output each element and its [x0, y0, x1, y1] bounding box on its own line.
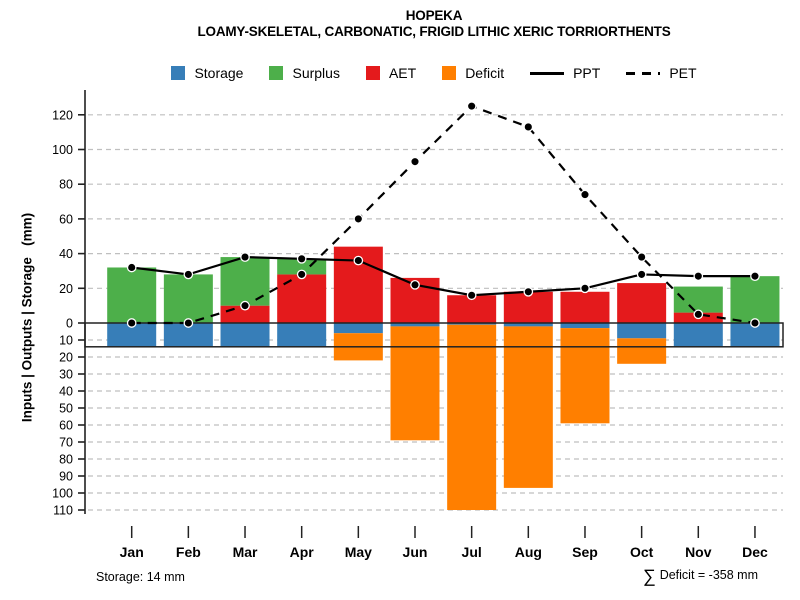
legend: Storage Surplus AET Deficit PPT PET: [85, 65, 783, 81]
svg-text:Jul: Jul: [462, 544, 482, 560]
svg-text:110: 110: [53, 504, 73, 518]
svg-text:Aug: Aug: [515, 544, 542, 560]
chart-subtitle: LOAMY-SKELETAL, CARBONATIC, FRIGID LITHI…: [197, 24, 671, 39]
legend-item-pet: PET: [626, 65, 697, 81]
svg-text:80: 80: [59, 178, 73, 192]
svg-text:10: 10: [59, 334, 73, 348]
legend-label-pet: PET: [669, 65, 697, 81]
svg-text:70: 70: [59, 436, 73, 450]
legend-swatch-storage: [171, 66, 186, 80]
svg-text:Apr: Apr: [290, 544, 315, 560]
legend-item-ppt: PPT: [530, 65, 600, 81]
svg-text:Nov: Nov: [685, 544, 712, 560]
legend-swatch-ppt: [530, 71, 565, 75]
legend-label-aet: AET: [388, 65, 417, 81]
svg-text:0: 0: [66, 317, 73, 331]
svg-text:Oct: Oct: [630, 544, 654, 560]
svg-text:Sep: Sep: [572, 544, 598, 560]
legend-item-deficit: Deficit: [442, 65, 504, 81]
chart-title: HOPEKA: [405, 8, 463, 23]
svg-text:60: 60: [59, 419, 73, 433]
svg-text:20: 20: [59, 282, 73, 296]
legend-item-surplus: Surplus: [269, 65, 340, 81]
svg-text:30: 30: [59, 368, 73, 382]
legend-swatch-surplus: [269, 66, 284, 80]
svg-text:100: 100: [52, 487, 73, 501]
legend-label-surplus: Surplus: [292, 65, 340, 81]
svg-text:100: 100: [52, 143, 73, 157]
legend-label-storage: Storage: [194, 65, 244, 81]
svg-text:120: 120: [52, 108, 73, 122]
legend-item-aet: AET: [365, 65, 417, 81]
legend-swatch-aet: [365, 66, 380, 80]
legend-swatch-pet: [626, 71, 661, 75]
storage-note: Storage: 14 mm: [96, 570, 185, 584]
svg-text:May: May: [345, 544, 372, 560]
sigma-symbol: ∑: [642, 566, 656, 586]
svg-text:Jun: Jun: [403, 544, 428, 560]
legend-swatch-deficit: [442, 66, 457, 80]
svg-text:50: 50: [59, 402, 73, 416]
svg-text:40: 40: [59, 385, 73, 399]
legend-item-storage: Storage: [171, 65, 243, 81]
svg-text:20: 20: [59, 351, 73, 365]
svg-text:40: 40: [59, 247, 73, 261]
deficit-note: ∑ Deficit = -358 mm: [440, 566, 758, 587]
svg-text:Dec: Dec: [742, 544, 768, 560]
deficit-note-text: Deficit = -358 mm: [659, 568, 758, 582]
svg-text:60: 60: [59, 212, 73, 226]
svg-text:90: 90: [59, 470, 73, 484]
svg-text:Jan: Jan: [120, 544, 144, 560]
legend-label-ppt: PPT: [573, 65, 601, 81]
svg-text:80: 80: [59, 453, 73, 467]
svg-text:Mar: Mar: [233, 544, 258, 560]
svg-text:Feb: Feb: [176, 544, 201, 560]
legend-label-deficit: Deficit: [465, 65, 505, 81]
